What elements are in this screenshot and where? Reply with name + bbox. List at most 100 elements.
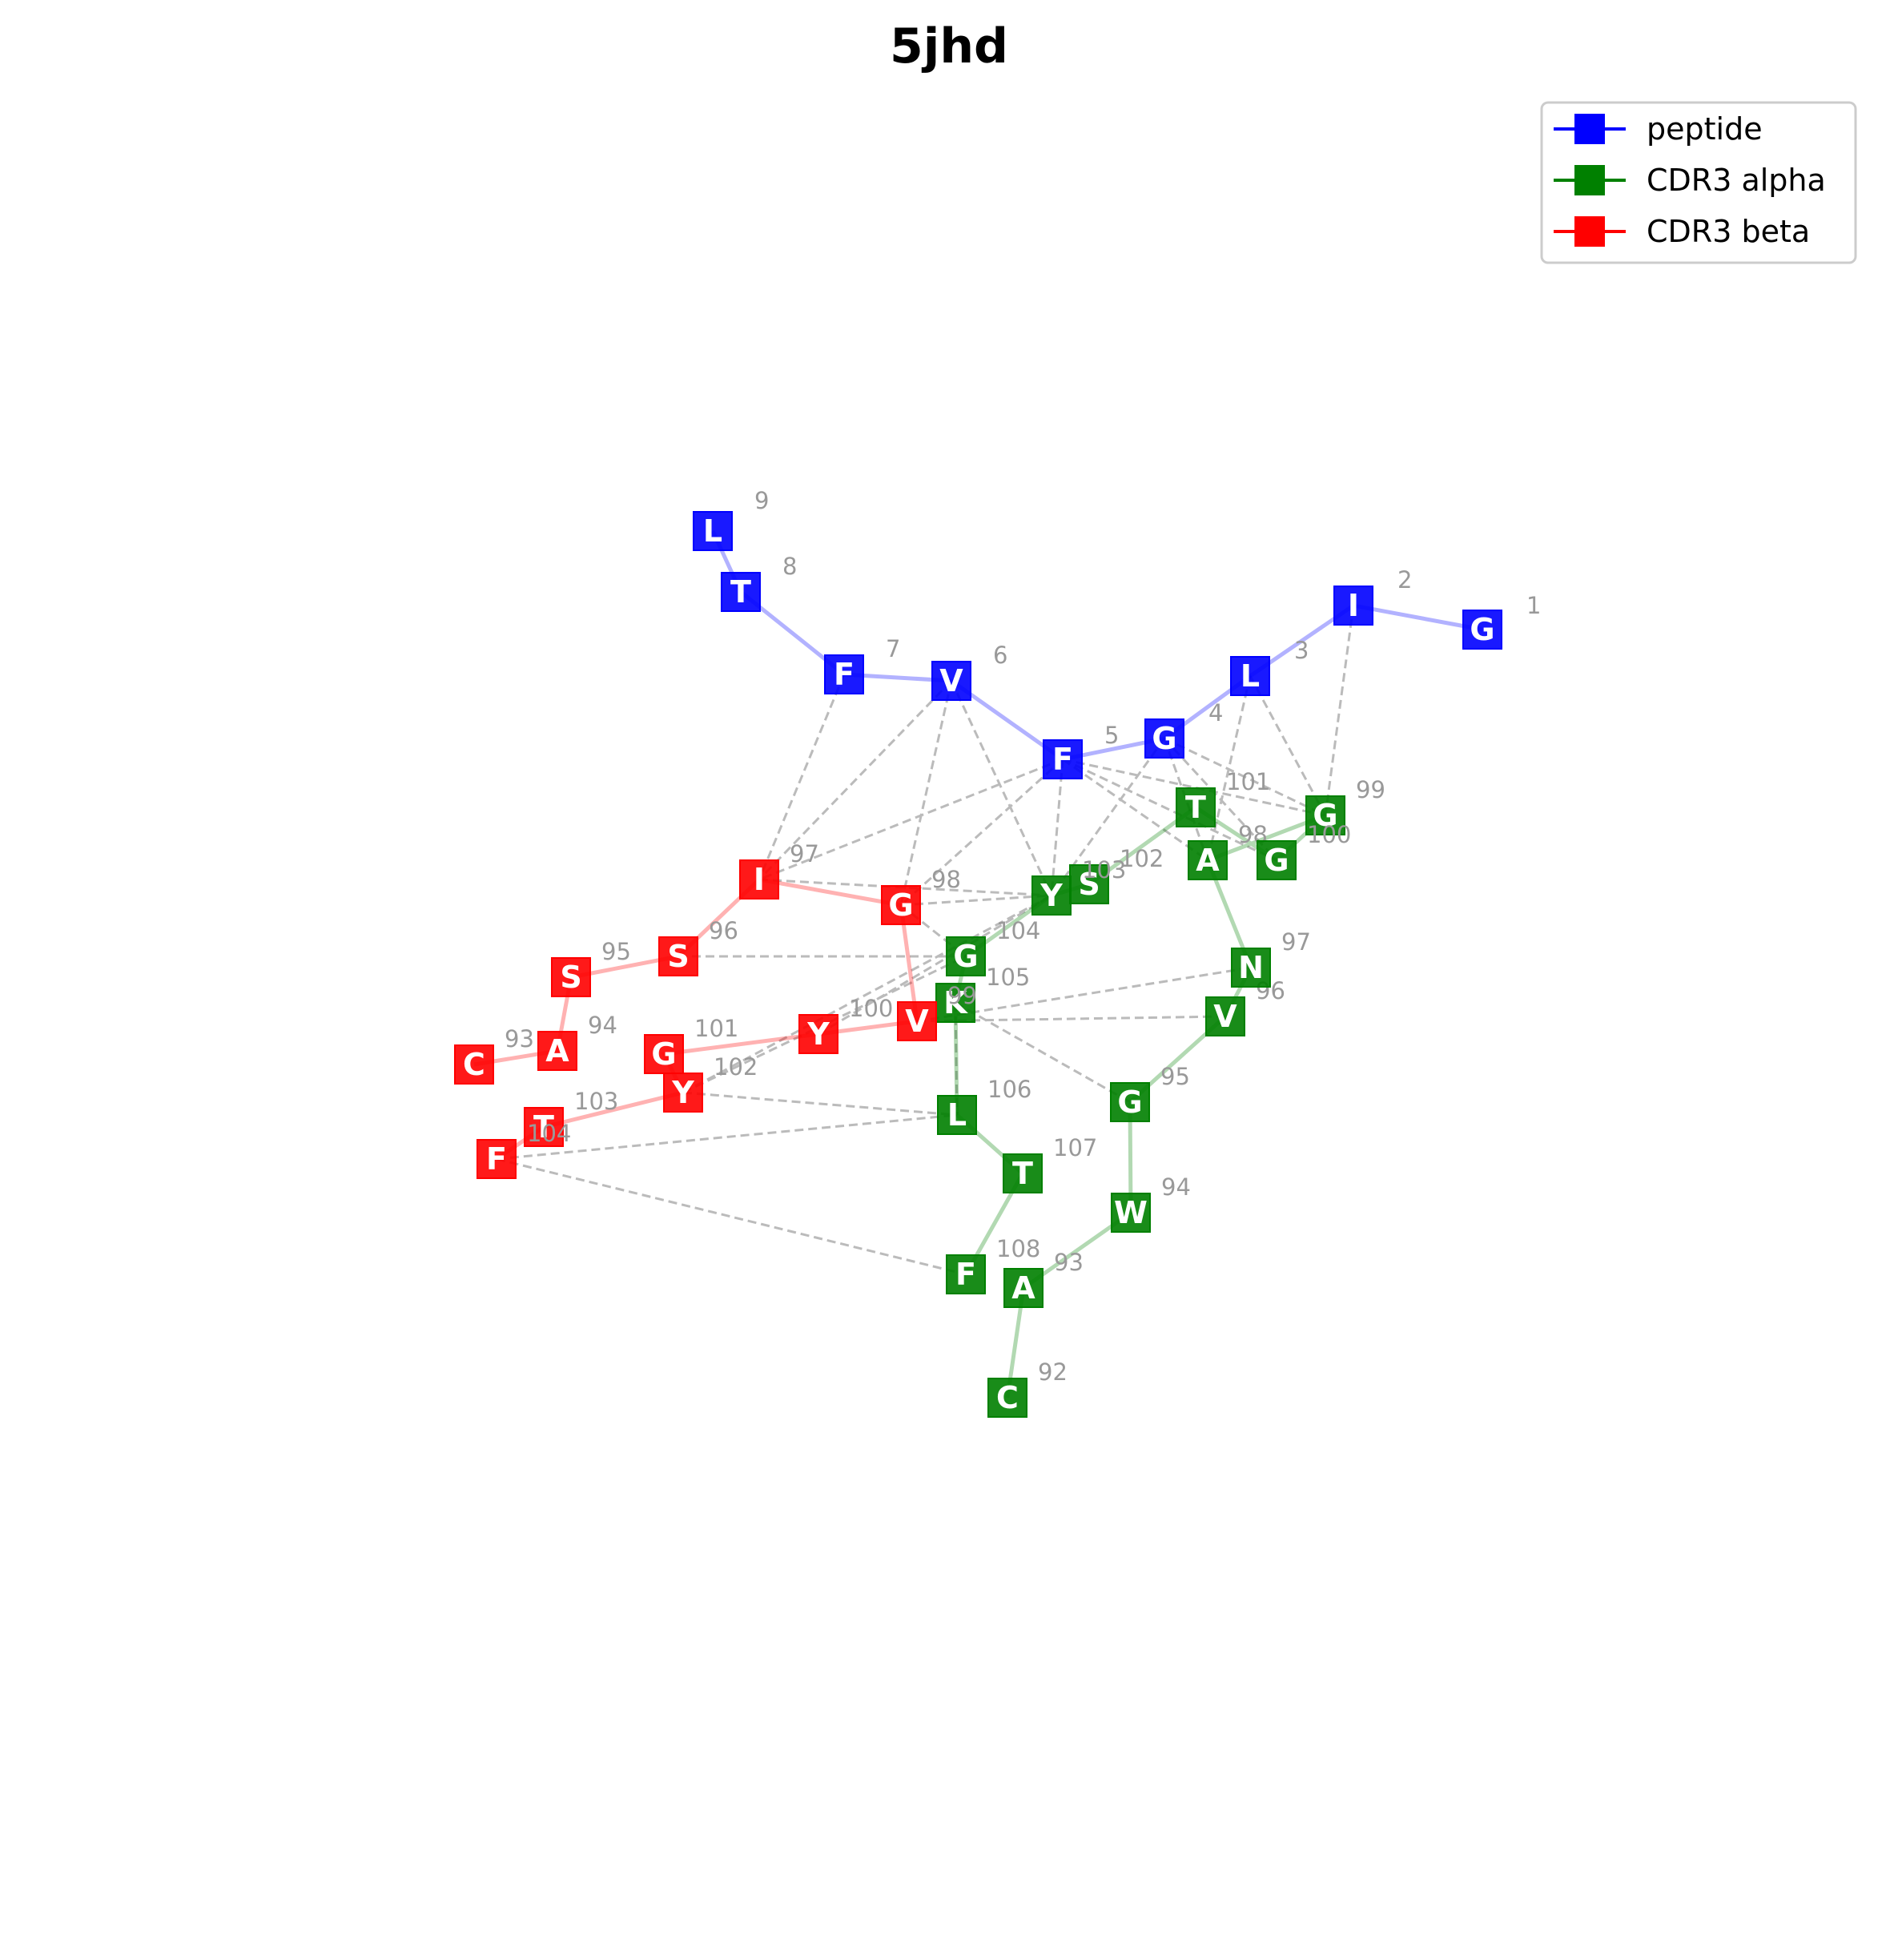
- residue-number-b99: 99: [947, 982, 977, 1009]
- residue-number-a106: 106: [987, 1076, 1031, 1103]
- legend-label-cdr3-beta: CDR3 beta: [1647, 214, 1810, 249]
- contact-edge-p7-b97: [758, 674, 846, 880]
- residue-box-p4: [1144, 718, 1184, 759]
- contact-edge-p6-b97: [758, 679, 953, 881]
- residue-letter-p9: L: [703, 513, 722, 549]
- residue-number-b95: 95: [601, 938, 631, 965]
- residue-number-b94: 94: [588, 1012, 617, 1039]
- residue-letter-a106: L: [947, 1097, 967, 1133]
- residue-box-a107: [1003, 1153, 1043, 1193]
- residue-number-b100: 100: [849, 995, 893, 1022]
- residue-box-a103: [1031, 875, 1072, 916]
- legend-marker-cdr3-beta: [1574, 216, 1605, 247]
- residue-letter-p1: G: [1470, 612, 1494, 647]
- residue-box-a93: [1003, 1268, 1043, 1308]
- residue-letter-p7: F: [834, 657, 855, 692]
- residue-number-a103: 103: [1082, 856, 1126, 883]
- residue-letter-b101: G: [651, 1036, 676, 1072]
- residue-b101: G 101: [644, 1015, 738, 1074]
- residue-b95: S 95: [551, 938, 631, 997]
- legend-label-cdr3-alpha: CDR3 alpha: [1647, 163, 1826, 198]
- residue-letter-b95: S: [560, 960, 581, 995]
- residue-box-a97: [1231, 948, 1271, 988]
- contact-edge-p5-b98: [899, 758, 1064, 907]
- residue-number-p2: 2: [1397, 566, 1412, 594]
- residue-letter-a103: Y: [1039, 878, 1063, 913]
- residue-p1: G1: [1462, 592, 1541, 650]
- contact-edge-p5-a103: [1050, 759, 1064, 896]
- residue-number-a101: 101: [1226, 768, 1270, 795]
- residue-box-a100: [1257, 840, 1297, 880]
- residue-p6: V6: [931, 642, 1007, 701]
- residue-a99: G 99: [1305, 776, 1385, 835]
- residue-b103: T 103: [524, 1088, 618, 1147]
- residue-letter-a105: K: [943, 985, 968, 1020]
- residue-box-b95: [551, 957, 591, 997]
- residue-a96: V96: [1205, 977, 1285, 1036]
- residue-letter-b96: S: [667, 939, 689, 974]
- contact-edge-p4-a100: [1163, 737, 1278, 862]
- residue-letter-a98: A: [1196, 843, 1220, 878]
- residue-number-p6: 6: [993, 642, 1007, 669]
- residue-letter-a104: G: [953, 939, 978, 974]
- backbone-peptide: [710, 529, 1483, 762]
- residue-box-a101: [1176, 787, 1216, 827]
- residue-b102: Y 102: [663, 1053, 758, 1113]
- contact-edge-b97-a103: [758, 878, 1052, 897]
- residue-number-b103: 103: [574, 1088, 618, 1115]
- residue-box-a96: [1205, 996, 1245, 1036]
- residue-a97: N 97: [1231, 928, 1311, 988]
- residue-b97: I 97: [739, 840, 819, 900]
- residue-box-a98: [1188, 840, 1228, 880]
- residue-p8: T8: [721, 553, 797, 612]
- residue-box-p9: [693, 511, 733, 551]
- legend-entry-peptide: peptide: [1554, 111, 1763, 147]
- residue-number-a108: 108: [996, 1235, 1040, 1262]
- residue-letter-a99: G: [1313, 798, 1337, 833]
- residue-number-a105: 105: [986, 964, 1030, 991]
- residue-letter-a93: A: [1011, 1270, 1035, 1306]
- residue-letter-b103: T: [533, 1109, 554, 1145]
- residue-p3: L3: [1230, 637, 1309, 696]
- residue-number-p5: 5: [1104, 722, 1119, 749]
- residue-nodes: G1I2L3G4F5V6F7T8L9C92A93W94G95V96N97A98G…: [454, 487, 1541, 1418]
- residue-box-b98: [881, 885, 921, 925]
- legend-marker-peptide: [1574, 114, 1605, 144]
- residue-number-a100: 100: [1307, 821, 1351, 848]
- residue-box-b97: [739, 859, 779, 900]
- residue-box-b99: [897, 1001, 937, 1041]
- residue-letter-p8: T: [730, 574, 751, 610]
- residue-letter-b104: F: [486, 1141, 507, 1177]
- residue-letter-a100: G: [1264, 843, 1289, 878]
- residue-box-a106: [937, 1095, 977, 1135]
- residue-a92: C 92: [987, 1358, 1068, 1418]
- residue-b104: F 104: [477, 1120, 571, 1179]
- residue-a100: G 100: [1257, 821, 1351, 880]
- residue-a95: G 95: [1110, 1063, 1190, 1122]
- residue-number-p7: 7: [886, 635, 900, 662]
- residue-letter-p5: F: [1052, 742, 1073, 777]
- residue-box-b93: [454, 1044, 494, 1085]
- residue-letter-b102: Y: [671, 1075, 694, 1110]
- residue-p2: I2: [1333, 566, 1412, 626]
- residue-a94: W 94: [1111, 1173, 1191, 1233]
- contact-edge-p4-a98: [1163, 738, 1209, 861]
- residue-number-p8: 8: [782, 553, 797, 580]
- residue-letter-p6: V: [939, 663, 963, 698]
- residue-box-a102: [1069, 864, 1109, 904]
- residue-p4: G4: [1144, 699, 1223, 759]
- residue-number-b97: 97: [790, 840, 819, 867]
- contact-edge-p3-a98: [1206, 675, 1252, 861]
- residue-number-p9: 9: [754, 487, 769, 514]
- residue-letter-b98: G: [888, 887, 913, 923]
- residue-letter-p2: I: [1348, 588, 1359, 623]
- residue-letter-b94: A: [545, 1033, 569, 1069]
- residue-number-b93: 93: [505, 1025, 534, 1052]
- residue-letter-a108: F: [955, 1257, 976, 1292]
- residue-box-p6: [931, 661, 971, 701]
- residue-p9: L9: [693, 487, 769, 551]
- residue-letter-b99: V: [905, 1004, 929, 1039]
- residue-number-b96: 96: [709, 917, 738, 944]
- residue-number-b98: 98: [931, 866, 961, 893]
- residue-b93: C 93: [454, 1025, 534, 1085]
